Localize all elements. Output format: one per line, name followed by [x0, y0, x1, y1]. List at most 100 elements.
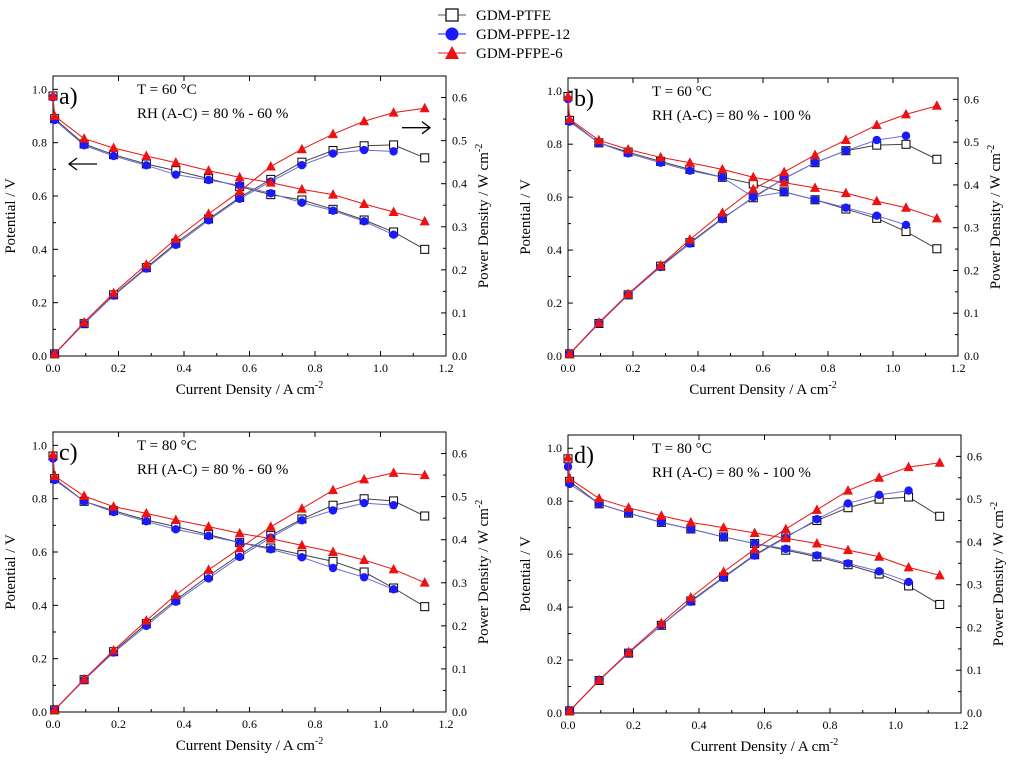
y2-tick-label: 0.2: [967, 620, 982, 634]
data-point-pfpe6-potential: [874, 551, 885, 561]
x-tick-label: 0.2: [111, 361, 126, 375]
data-point-pfpe6-potential: [593, 134, 604, 145]
data-point-pfpe6-potential: [265, 177, 276, 187]
x-tick-label: 0.6: [242, 361, 257, 375]
x-tick-label: 0.8: [821, 361, 836, 375]
x-axis-label-sup: -2: [315, 736, 323, 747]
data-point-pfpe6-potential: [748, 171, 759, 182]
data-point-pfpe12-potential: [297, 198, 307, 207]
series-line-potential: [52, 95, 425, 222]
data-point-pfpe6-potential: [234, 171, 245, 182]
data-point-pfpe6-potential: [108, 501, 119, 511]
data-point-pfpe6-potential: [203, 521, 214, 531]
data-point-pfpe6-potential: [170, 514, 181, 524]
x-tick-label: 1.0: [373, 361, 388, 375]
data-point-pfpe6-potential: [296, 183, 307, 194]
right-arrow-head-icon: [421, 121, 432, 135]
data-point-pfpe6-power: [748, 183, 759, 194]
series-line-power: [569, 105, 938, 355]
data-point-pfpe12-potential: [266, 545, 275, 554]
data-point-pfpe12-potential: [843, 559, 853, 568]
data-point-ptfe-potential: [420, 244, 430, 254]
data-point-pfpe12-potential: [563, 462, 573, 471]
data-point-pfpe12-potential: [901, 220, 911, 230]
data-point-pfpe12-potential: [389, 585, 398, 594]
y-tick-label: 0.4: [32, 242, 47, 256]
data-point-pfpe12-power: [749, 192, 758, 202]
data-point-pfpe6-power: [170, 589, 181, 599]
data-point-pfpe6-potential: [359, 198, 370, 208]
y2-tick-label: 0.5: [967, 492, 982, 506]
y-tick-label: 0.6: [32, 545, 47, 559]
x-axis-label-sup: -2: [830, 737, 838, 748]
data-point-pfpe6-power: [296, 143, 307, 154]
data-point-pfpe12-potential: [328, 563, 338, 573]
data-point-pfpe6-power: [655, 259, 666, 270]
data-point-pfpe12-power: [872, 135, 881, 145]
x-tick-label: 0.0: [46, 717, 61, 731]
series-line-potential: [52, 458, 394, 590]
data-point-pfpe12-potential: [109, 151, 118, 161]
data-point-pfpe6-potential: [203, 165, 214, 175]
data-point-pfpe6-power: [359, 473, 370, 484]
data-point-pfpe6-potential: [48, 449, 58, 459]
data-point-pfpe6-potential: [840, 187, 851, 198]
data-point-pfpe6-potential: [564, 473, 575, 483]
data-point-pfpe12-power: [841, 146, 851, 155]
data-point-pfpe6-power: [419, 469, 430, 480]
x-axis-label-sup: -2: [828, 380, 836, 391]
y2-tick-label: 0.0: [967, 706, 982, 720]
data-point-pfpe6-power: [141, 615, 152, 625]
data-point-pfpe12-potential: [812, 551, 822, 560]
y-tick-label: 0.4: [547, 243, 562, 257]
legend: GDM-PTFE GDM-PFPE-12 GDM-PFPE-6: [432, 2, 602, 69]
y2-axis-label-sup: -2: [989, 502, 1000, 510]
y-tick-label: 0.8: [547, 494, 562, 508]
data-point-pfpe6-power: [934, 457, 945, 467]
data-point-pfpe12-power: [235, 194, 244, 203]
data-point-pfpe12-power: [389, 147, 398, 156]
data-point-pfpe6-potential: [684, 157, 695, 167]
y2-tick-label: 0.0: [452, 705, 467, 719]
data-point-pfpe6-potential: [328, 189, 339, 199]
data-point-pfpe6-power: [874, 472, 885, 482]
data-point-pfpe6-potential: [685, 516, 696, 527]
data-point-pfpe12-potential: [781, 544, 790, 554]
data-point-pfpe12-potential: [204, 175, 213, 185]
y-tick-label: 0.6: [32, 189, 47, 203]
y-tick-label: 0.4: [32, 598, 47, 612]
legend-svg: GDM-PTFE GDM-PFPE-12 GDM-PFPE-6: [438, 8, 570, 62]
annotation-humidity: RH (A-C) = 80 % - 100 %: [652, 108, 811, 124]
data-point-pfpe6-power: [901, 108, 911, 119]
y2-tick-label: 0.1: [452, 662, 467, 676]
legend-entry-ptfe: GDM-PTFE: [438, 8, 551, 24]
data-point-pfpe6-power: [108, 287, 119, 298]
y-tick-label: 1.0: [547, 441, 562, 455]
data-point-pfpe6-power: [49, 348, 60, 358]
y2-tick-label: 0.2: [452, 263, 467, 277]
annotation-temperature: T = 80 °C: [652, 441, 712, 457]
x-tick-label: 0.2: [626, 718, 641, 732]
data-point-pfpe12-power: [718, 214, 727, 224]
data-point-pfpe6-potential: [564, 113, 575, 124]
y2-tick-label: 0.0: [964, 349, 979, 363]
x-tick-label: 0.8: [308, 361, 323, 375]
legend-entry-pfpe6: GDM-PFPE-6: [438, 46, 563, 62]
x-tick-label: 0.4: [692, 718, 707, 732]
data-point-pfpe6-potential: [563, 91, 573, 101]
data-point-pfpe6-power: [623, 646, 634, 657]
data-point-pfpe6-potential: [780, 532, 791, 543]
y-tick-label: 0.8: [547, 137, 562, 151]
data-point-pfpe6-potential: [49, 110, 60, 120]
y-tick-label: 0.6: [547, 190, 562, 204]
data-point-pfpe6-potential: [419, 577, 430, 587]
legend-marker-circle-icon: [445, 27, 459, 41]
x-axis-label-sup: -2: [315, 380, 323, 391]
chart-panel-d: 0.0 0.2 0.4 0.6 0.8 1.0 1.20.00.20.40.60.81.00…: [518, 434, 1007, 755]
data-point-pfpe6-power: [234, 185, 245, 196]
y2-tick-label: 0.4: [967, 535, 982, 549]
data-point-pfpe6-power: [79, 673, 90, 684]
data-point-pfpe6-power: [170, 233, 181, 243]
y-axis-label: Potential / V: [518, 179, 534, 255]
data-point-pfpe6-potential: [810, 182, 820, 192]
